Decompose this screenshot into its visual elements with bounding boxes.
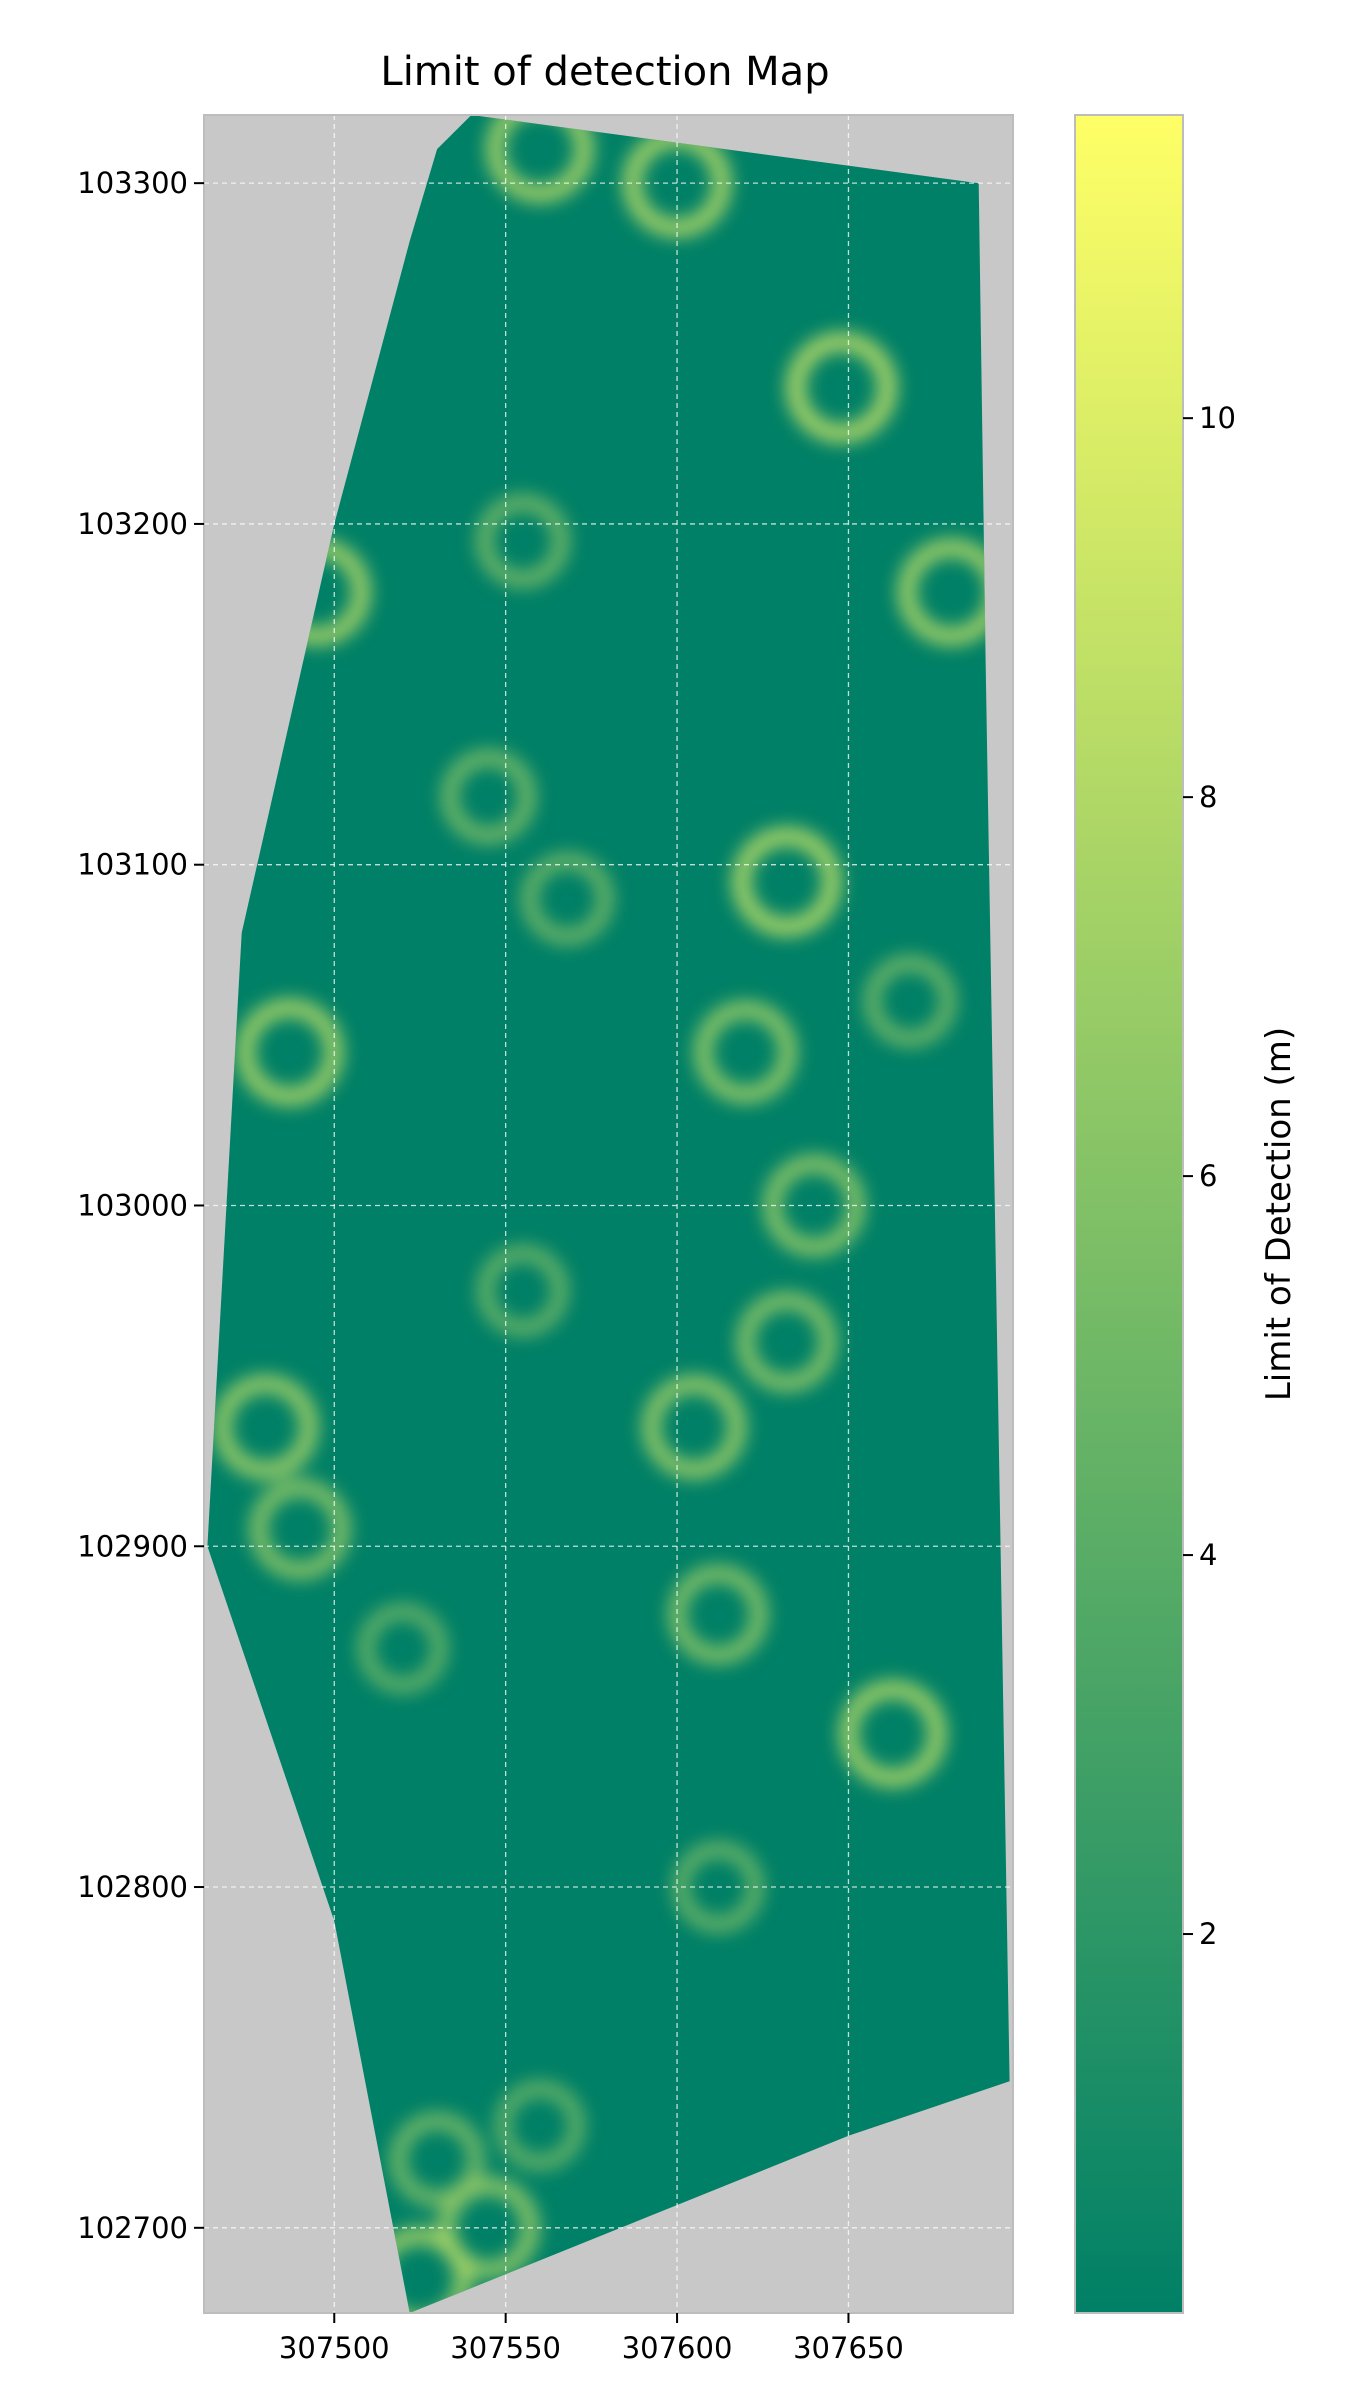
detection-highlight-7 [737, 1292, 837, 1392]
detection-highlight-18 [442, 750, 535, 843]
detection-highlight-23 [358, 1604, 447, 1693]
x-tick-label-307650: 307650 [793, 2331, 904, 2365]
colorbar-tick-label-2: 2 [1199, 1917, 1217, 1951]
x-tick-label-307550: 307550 [450, 2331, 561, 2365]
y-tick-label-103300: 103300 [77, 166, 188, 200]
y-tick-label-103100: 103100 [77, 848, 188, 882]
detection-highlight-10 [250, 1479, 350, 1579]
x-tick-label-307500: 307500 [279, 2331, 390, 2365]
axes-frame [203, 114, 1014, 2314]
gridlines [204, 115, 1013, 2313]
colorbar-tick-label-6: 6 [1199, 1159, 1217, 1193]
detection-highlight-22 [478, 1246, 568, 1336]
detection-highlight-17 [476, 495, 569, 587]
y-tick-label-102700: 102700 [77, 2211, 188, 2245]
detection-highlight-8 [643, 1375, 746, 1479]
detection-highlight-20 [390, 2113, 484, 2207]
colorbar-label: Limit of Detection (m) [1259, 1027, 1299, 1401]
y-tick-label-103000: 103000 [77, 1188, 188, 1222]
detection-highlight-19 [522, 853, 613, 944]
detection-highlight-21 [495, 2081, 584, 2170]
chart-title: Limit of detection Map [380, 49, 829, 95]
y-axis: 102700 102800 102900 103000 103100 103200 1033… [77, 166, 204, 2245]
detection-highlight-12 [669, 1565, 768, 1664]
y-tick-label-102800: 102800 [77, 1870, 188, 1904]
colorbar-tick-label-4: 4 [1199, 1538, 1217, 1572]
x-tick-label-307600: 307600 [622, 2331, 733, 2365]
y-tick-label-103200: 103200 [77, 507, 188, 541]
detection-highlight-25 [865, 955, 956, 1047]
detection-raster [207, 115, 1010, 2313]
detection-highlights [213, 115, 1005, 2313]
plot-area [203, 114, 1014, 2314]
survey-area [207, 115, 1010, 2313]
colorbar: 2 4 6 8 10 Limit of Detection (m) [1074, 114, 1299, 2314]
colorbar-ticks: 2 4 6 8 10 [1183, 401, 1236, 1951]
detection-highlight-9 [213, 1375, 318, 1479]
detection-highlight-3 [732, 827, 841, 936]
detection-highlight-4 [694, 1001, 797, 1103]
x-axis: 307500 307550 307600 307650 [279, 2313, 904, 2365]
detection-highlight-15 [486, 115, 593, 203]
colorbar-gradient [1074, 114, 1184, 2314]
detection-highlight-1 [786, 332, 897, 443]
detection-highlight-11 [840, 1680, 946, 1787]
y-tick-label-102900: 102900 [77, 1529, 188, 1563]
colorbar-tick-label-8: 8 [1199, 780, 1217, 814]
colorbar-tick-label-10: 10 [1199, 401, 1236, 435]
